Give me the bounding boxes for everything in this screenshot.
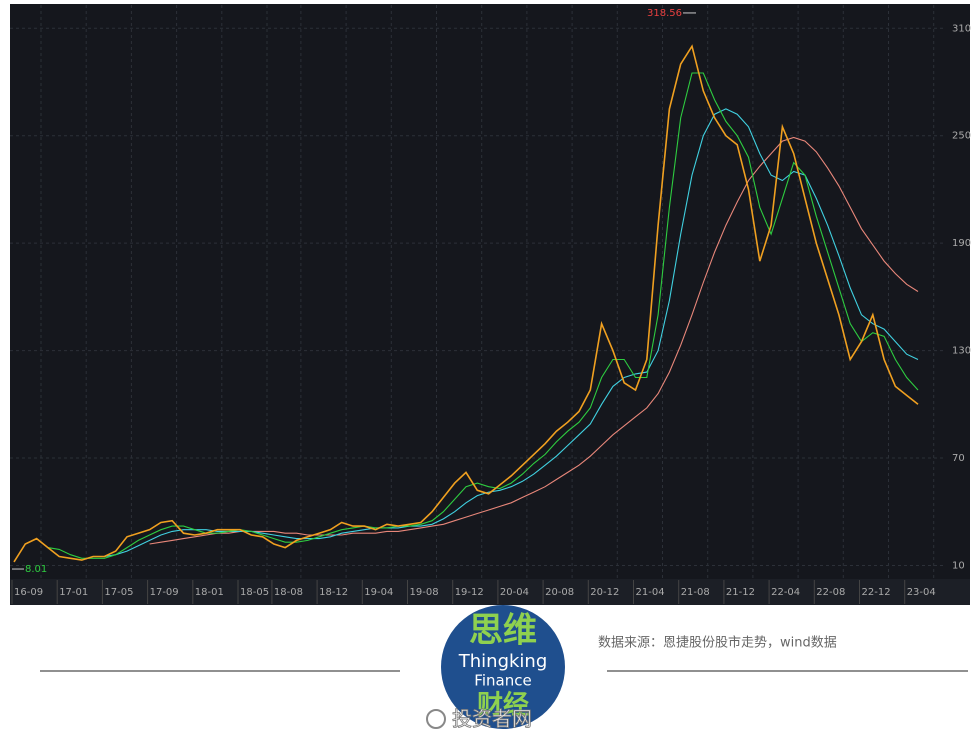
y-tick-label: 130 <box>952 346 971 357</box>
series-line <box>149 136 919 545</box>
y-tick-label: 10 <box>952 560 965 571</box>
x-tick-label: 22-04 <box>771 587 800 598</box>
x-tick-label: 21-12 <box>726 587 755 598</box>
max-label: 318.56 <box>647 8 682 19</box>
source-note: 数据来源：恩捷股份股市走势，wind数据 <box>598 635 837 651</box>
x-tick-label: 19-04 <box>364 587 393 598</box>
series-line <box>104 108 919 558</box>
x-tick-label: 21-08 <box>681 587 710 598</box>
x-tick-label: 20-04 <box>500 587 529 598</box>
x-tick-label: 23-04 <box>907 587 936 598</box>
logo-text: 财经 <box>477 690 529 721</box>
x-tick-label: 16-09 <box>14 587 43 598</box>
logo-text: Thingking <box>458 651 548 672</box>
logo <box>441 605 565 729</box>
series-line <box>47 72 919 559</box>
watermark-icon <box>426 709 446 729</box>
x-tick-label: 17-05 <box>104 587 133 598</box>
x-axis-strip <box>10 579 970 605</box>
watermark: 投资者网 <box>452 707 532 731</box>
x-tick-label: 18-05 <box>240 587 269 598</box>
y-tick-label: 190 <box>952 238 971 249</box>
x-tick-label: 22-12 <box>862 587 891 598</box>
x-tick-label: 18-01 <box>195 587 224 598</box>
logo-text: 思维 <box>469 611 537 651</box>
x-tick-label: 21-04 <box>636 587 665 598</box>
logo-text: Finance <box>474 672 531 690</box>
series-line <box>13 44 919 563</box>
x-tick-label: 18-12 <box>319 587 348 598</box>
x-tick-label: 18-08 <box>274 587 303 598</box>
x-tick-label: 17-01 <box>59 587 88 598</box>
x-tick-label: 20-12 <box>590 587 619 598</box>
plot: 10 70 130 190 250 310 16-09 17-01 17-05 17-09 18-0… <box>10 5 971 604</box>
y-tick-label: 70 <box>952 453 965 464</box>
x-tick-label: 22-08 <box>816 587 845 598</box>
chart-background <box>10 4 970 605</box>
x-tick-label: 19-08 <box>410 587 439 598</box>
x-tick-label: 17-09 <box>150 587 179 598</box>
y-tick-label: 310 <box>952 23 971 34</box>
min-label: 8.01 <box>25 564 47 575</box>
x-tick-label: 19-12 <box>455 587 484 598</box>
x-tick-label: 20-08 <box>545 587 574 598</box>
y-tick-label: 250 <box>952 131 971 142</box>
